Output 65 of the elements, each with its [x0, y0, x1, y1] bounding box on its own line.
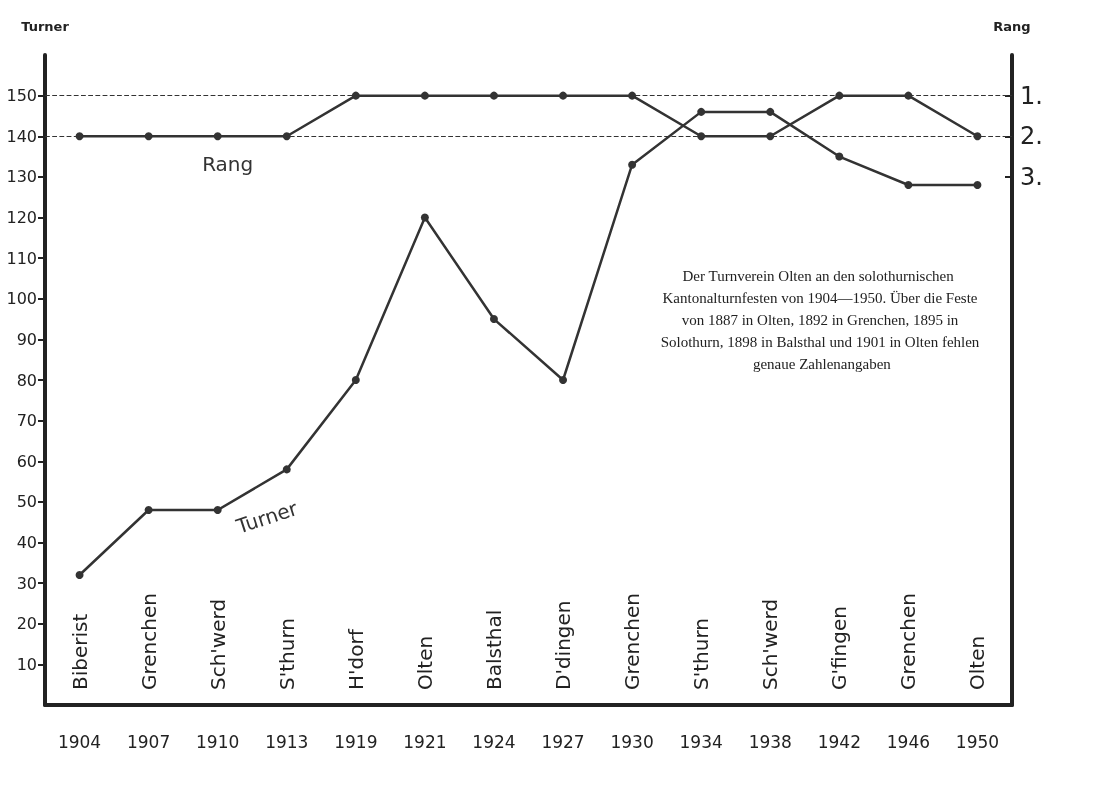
y-tick-label: 40 [16, 533, 37, 552]
series-label: Rang [202, 152, 254, 177]
text: Turner [232, 495, 302, 539]
x-tick-label: 1927 [541, 731, 585, 752]
y-axis-title: Turner [21, 19, 70, 34]
y-tick-label: 110 [6, 248, 37, 268]
y-tick-label: 140 [6, 126, 37, 146]
point [697, 107, 706, 116]
annotation: Grenchen [896, 593, 921, 690]
point [973, 181, 982, 189]
x-tick-label: 1913 [265, 731, 309, 752]
y2-tick-label: 1. [1020, 81, 1043, 110]
annotation: Balsthal [481, 609, 506, 690]
x-tick-label: 1942 [817, 731, 861, 752]
y-tick-label: 80 [16, 370, 37, 390]
y-tick-label: 130 [6, 167, 37, 187]
y-tick-label: 20 [16, 614, 37, 634]
y-tick-label: 100 [6, 289, 37, 309]
annotation: Grenchen [136, 593, 161, 690]
annotation: G'fingen [827, 606, 852, 690]
point [559, 376, 568, 384]
point [628, 160, 637, 169]
y-tick-label: 70 [16, 411, 37, 431]
point [75, 571, 84, 579]
point [282, 465, 291, 474]
y-tick-label: 30 [16, 573, 37, 593]
y-tick-label: 50 [16, 492, 37, 512]
point [144, 506, 153, 514]
annotation: Olten [965, 635, 990, 690]
annotation: Biberist [67, 613, 92, 690]
x-tick-label: 1946 [886, 731, 931, 752]
point [420, 213, 429, 222]
point [489, 315, 498, 324]
annotation: Sch'werd [205, 598, 230, 690]
y-tick-label: 10 [16, 654, 37, 674]
annotation: Der Turnverein Olten an den solothurnischen Kantonalturnfesten von 1904—1950. Über die Feste von 1887 in Olten, 1892 in Grenchen, 1895 in Solothurn, 1898 in Balsthal und 1901 in Olten fehlen genaue Zahlenangaben [660, 268, 980, 372]
annotation: S'thurn [274, 618, 299, 690]
x-tick-label: 1910 [196, 731, 240, 752]
x-tick-label: 1907 [126, 731, 171, 752]
x-tick-label: 1930 [610, 731, 654, 752]
x-tick-label: 1919 [334, 731, 378, 752]
annotation: Sch'werd [758, 598, 783, 690]
y2-tick-label: 3. [1020, 162, 1043, 191]
x-tick-label: 1950 [955, 731, 1000, 752]
y-tick-label: 90 [16, 329, 37, 349]
x-tick-label: 1904 [57, 731, 102, 752]
y2-tick-label: 2. [1020, 122, 1043, 151]
point [213, 506, 222, 514]
y-tick-label: 150 [6, 86, 37, 106]
annotation: S'thurn [689, 618, 714, 690]
y2-axis-title: Rang [993, 19, 1031, 34]
annotation: Olten [412, 635, 437, 690]
annotation: D'dingen [551, 600, 576, 690]
y-tick-label: 120 [6, 208, 37, 227]
x-tick-label: 1934 [679, 731, 723, 752]
point [766, 107, 775, 116]
point [351, 376, 360, 384]
x-tick-label: 1924 [472, 731, 516, 752]
point [904, 181, 913, 189]
x-tick-label: 1938 [748, 731, 792, 752]
y-tick-label: 60 [16, 451, 37, 471]
point [835, 152, 844, 161]
x-tick-label: 1921 [403, 731, 447, 752]
annotation: H'dorf [343, 628, 368, 690]
annotation: Grenchen [620, 593, 645, 690]
